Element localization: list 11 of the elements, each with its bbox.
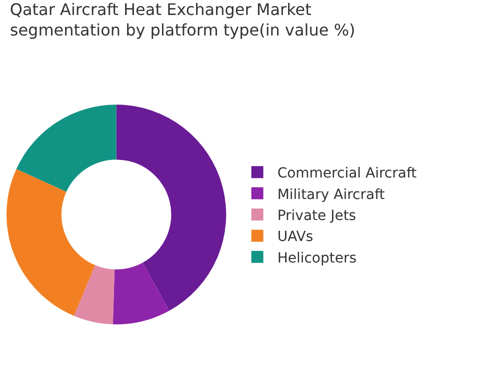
legend-label: Military Aircraft xyxy=(277,186,386,203)
legend-label: Helicopters xyxy=(277,250,357,266)
legend-label: Commercial Aircraft xyxy=(277,166,418,182)
donut-slice xyxy=(6,168,96,316)
donut-slice xyxy=(74,265,115,324)
chart-title: Qatar Aircraft Heat Exchanger Market segmentation by platform type(in value %) xyxy=(10,0,356,40)
donut-slice xyxy=(16,104,116,192)
donut-slice xyxy=(116,104,226,311)
legend-label: UAVs xyxy=(277,229,314,246)
donut-slice xyxy=(112,262,170,324)
legend-label: Private Jets xyxy=(277,208,356,224)
